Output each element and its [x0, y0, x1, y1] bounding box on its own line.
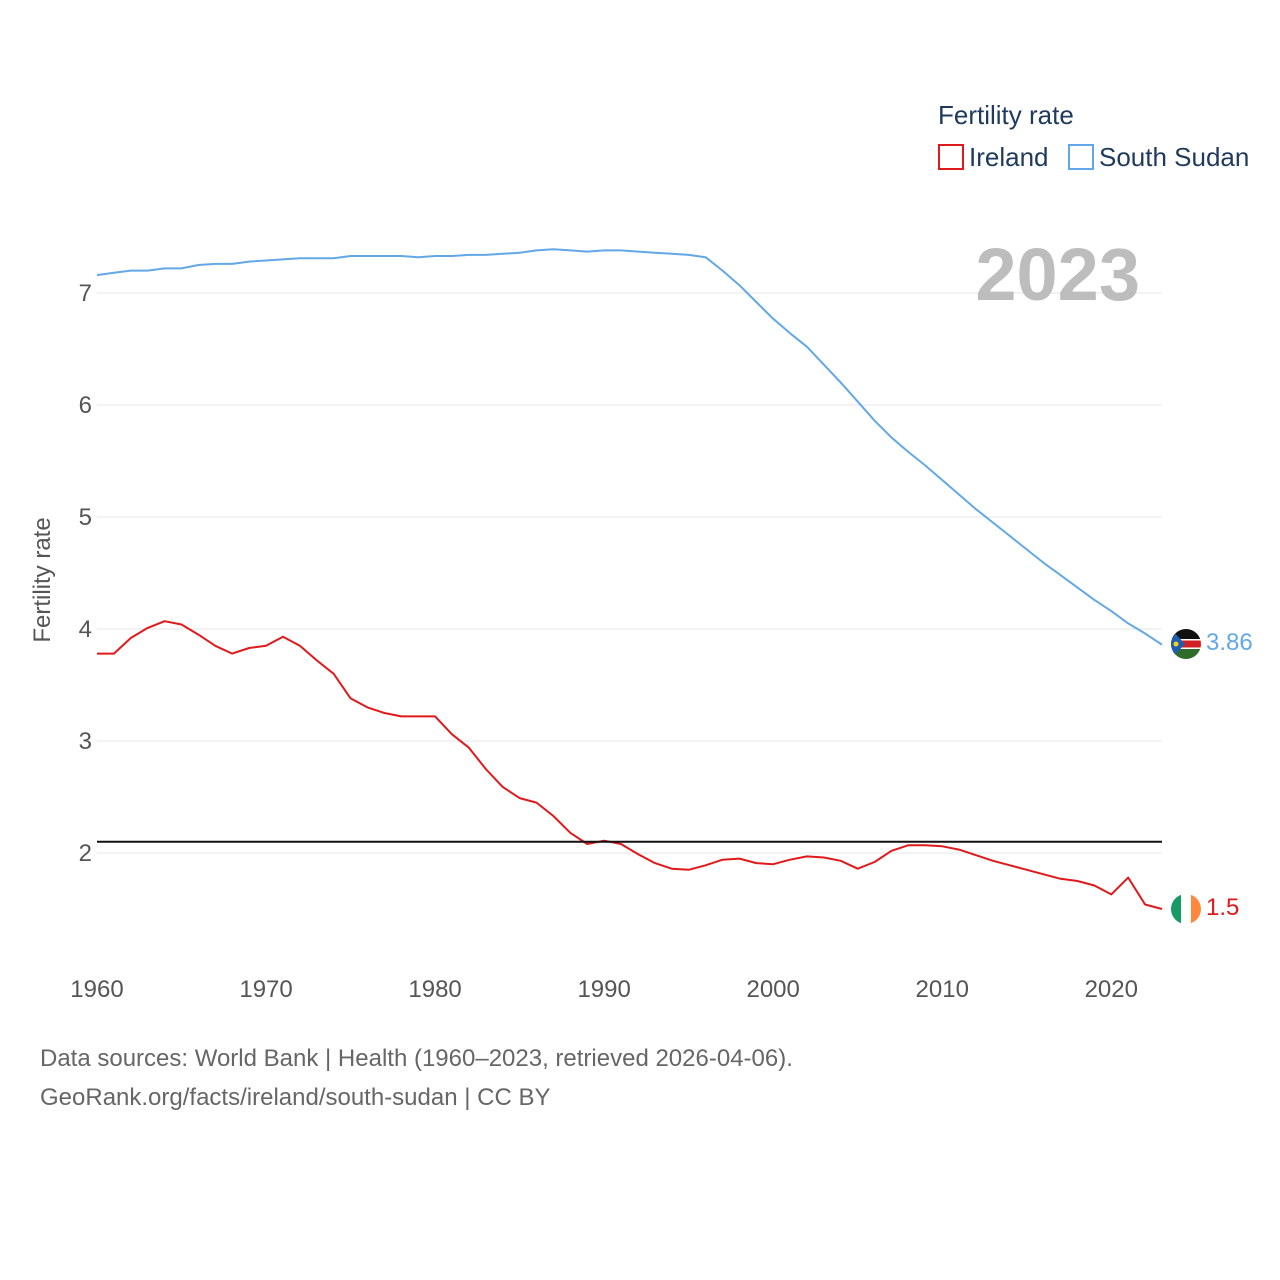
legend-label-south-sudan[interactable]: South Sudan	[1099, 142, 1249, 172]
x-axis-ticks: 1960 1970 1980 1990 2000 2010 2020	[70, 976, 1138, 1003]
end-markers: 3.86 1.5	[1171, 629, 1253, 924]
y-axis-title: Fertility rate	[29, 517, 56, 642]
year-label: 2023	[975, 233, 1140, 316]
x-tick-label-1970: 1970	[239, 976, 292, 1003]
y-tick-label-5: 5	[79, 504, 92, 531]
attribution-text: GeoRank.org/facts/ireland/south-sudan | …	[40, 1084, 551, 1111]
legend-swatch-ireland[interactable]	[938, 144, 964, 170]
gridlines	[97, 292, 1162, 854]
y-tick-label-6: 6	[79, 392, 92, 419]
data-sources-text: Data sources: World Bank | Health (1960–…	[40, 1045, 793, 1072]
x-tick-label-2000: 2000	[746, 976, 799, 1003]
y-tick-label-7: 7	[79, 280, 92, 307]
x-tick-label-2020: 2020	[1085, 976, 1138, 1003]
y-axis-ticks: 2 3 4 5 6 7	[79, 280, 92, 867]
legend-swatch-south-sudan[interactable]	[1068, 144, 1094, 170]
south-sudan-end-value: 3.86	[1206, 629, 1253, 656]
x-tick-label-1990: 1990	[577, 976, 630, 1003]
ireland-flag-icon	[1171, 894, 1201, 924]
x-tick-label-1960: 1960	[70, 976, 123, 1003]
legend: Fertility rate Ireland South Sudan	[938, 100, 1249, 172]
south-sudan-flag-icon	[1171, 629, 1201, 659]
legend-title: Fertility rate	[938, 100, 1074, 130]
legend-label-ireland[interactable]: Ireland	[969, 142, 1049, 172]
series-line-ireland[interactable]	[97, 620, 1163, 910]
y-tick-label-4: 4	[79, 616, 92, 643]
x-tick-label-1980: 1980	[408, 976, 461, 1003]
x-tick-label-2010: 2010	[916, 976, 969, 1003]
y-tick-label-3: 3	[79, 728, 92, 755]
y-tick-label-2: 2	[79, 840, 92, 867]
ireland-end-value: 1.5	[1206, 894, 1239, 921]
series-lines	[96, 248, 1163, 910]
series-line-south-sudan[interactable]	[96, 248, 1163, 646]
